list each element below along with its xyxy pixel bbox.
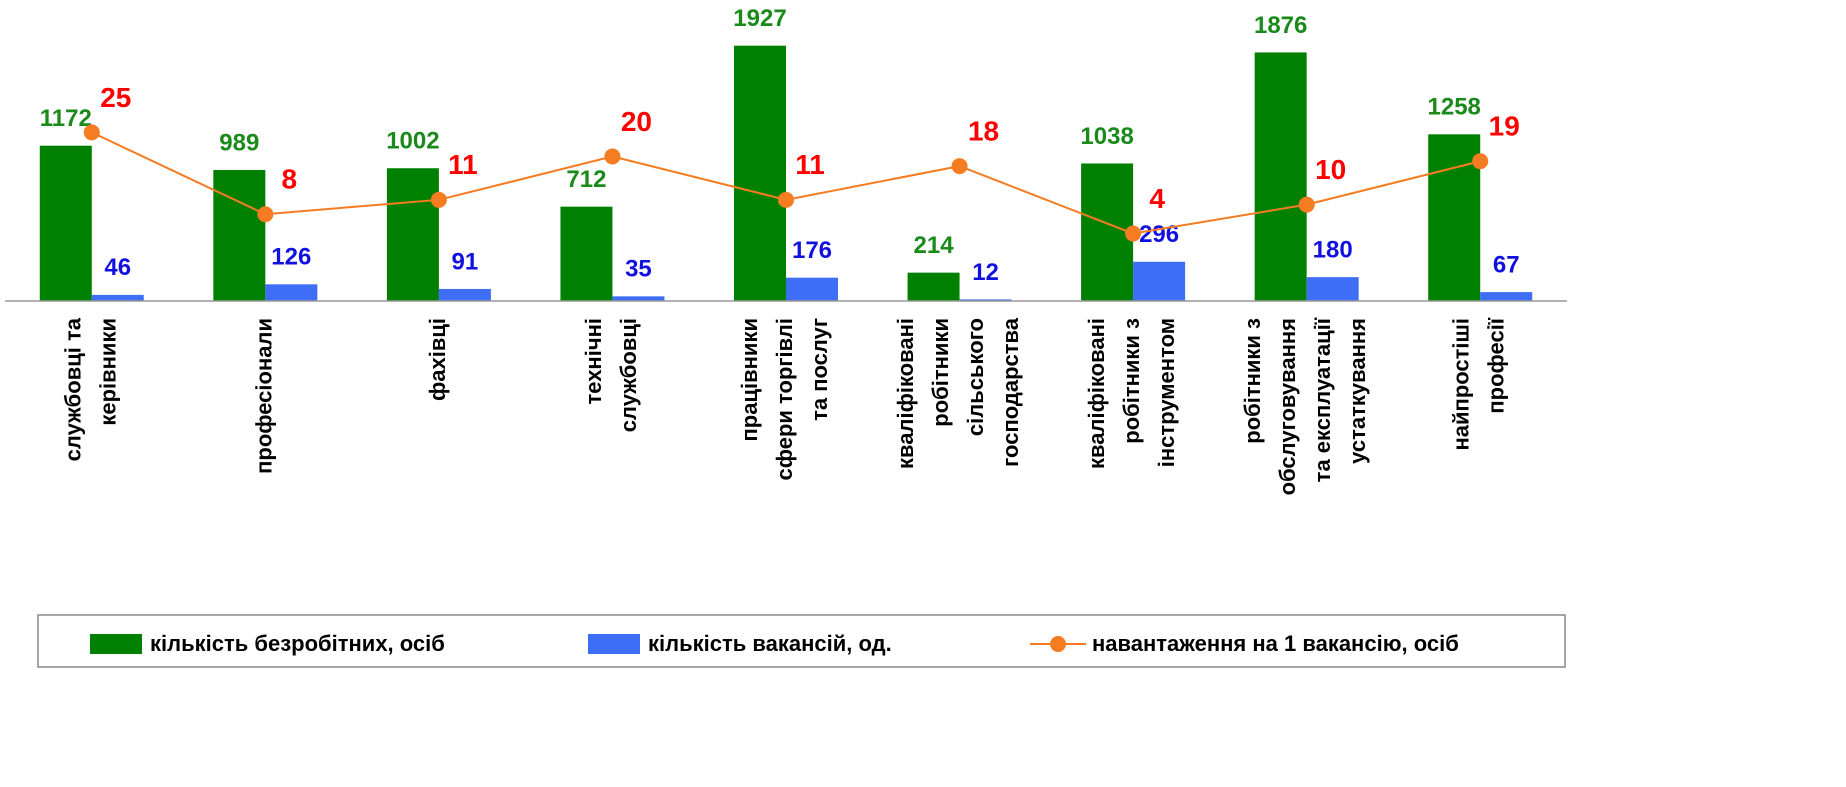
x-tick-label: технічні службовці	[581, 318, 641, 432]
value-label: 10	[1315, 154, 1346, 185]
value-label: 176	[792, 237, 832, 264]
value-label: 1038	[1080, 123, 1133, 150]
line-point	[778, 191, 794, 208]
bar	[39, 145, 92, 301]
bar	[612, 296, 665, 301]
bar	[1133, 261, 1186, 301]
bar	[438, 288, 491, 301]
value-label: 126	[271, 244, 311, 271]
value-label: 4	[1149, 183, 1165, 214]
value-label: 296	[1139, 221, 1179, 248]
line-point	[83, 124, 100, 141]
x-tick-label: кваліфіковані робітники з інструментом	[1084, 318, 1179, 469]
legend-label: кількість безробітних, осіб	[150, 631, 445, 656]
bar	[91, 294, 144, 301]
line-point	[1298, 196, 1315, 213]
value-label: 19	[1489, 111, 1520, 142]
bar	[907, 272, 960, 301]
line-point	[1472, 153, 1489, 170]
bar	[1480, 292, 1533, 301]
value-label: 20	[621, 106, 652, 137]
bar	[386, 168, 439, 301]
x-tick-label: робітники з обслуговування та експлуатації…	[1240, 317, 1370, 495]
value-label: 25	[100, 82, 131, 113]
x-tick-label: кваліфіковані робітники сільського господар…	[893, 317, 1023, 469]
x-tick-label: фахівці	[425, 318, 450, 401]
bar	[1306, 277, 1359, 301]
legend-label: навантаження на 1 вакансію, осіб	[1092, 631, 1459, 656]
x-tick-label: найпростіші професії	[1449, 317, 1509, 450]
x-tick-label: службовці та керівники	[60, 317, 120, 461]
bar	[959, 299, 1012, 301]
bar	[213, 169, 266, 301]
bar	[786, 277, 838, 301]
bar	[265, 284, 318, 301]
value-label: 180	[1313, 236, 1353, 263]
line-point	[604, 148, 621, 165]
value-label: 8	[282, 164, 298, 195]
value-label: 1002	[386, 128, 439, 155]
value-label: 18	[968, 115, 999, 146]
line-point	[257, 206, 274, 223]
value-label: 91	[452, 248, 479, 275]
value-label: 12	[972, 259, 999, 286]
x-tick-label: працівники сфери торгівлі та послуг	[737, 318, 832, 480]
line-point	[951, 158, 968, 175]
value-label: 989	[219, 129, 259, 156]
value-label: 11	[795, 149, 825, 180]
value-label: 11	[448, 149, 478, 180]
value-label: 214	[914, 232, 955, 259]
legend-swatch	[1050, 636, 1066, 652]
legend-swatch	[90, 634, 142, 654]
value-label: 1876	[1254, 12, 1307, 39]
bar	[734, 45, 786, 301]
value-label: 1258	[1428, 94, 1481, 121]
legend-swatch	[588, 634, 640, 654]
value-label: 1172	[40, 105, 92, 132]
value-label: 712	[566, 166, 606, 193]
bar	[560, 206, 613, 301]
value-label: 46	[104, 254, 131, 281]
value-label: 67	[1493, 251, 1520, 278]
legend-box	[37, 614, 1566, 668]
line-point	[1125, 225, 1142, 242]
value-label: 35	[625, 256, 652, 283]
bar	[1081, 163, 1134, 301]
value-label: 1927	[733, 5, 786, 32]
line-point	[430, 191, 447, 208]
x-tick-label: професіонали	[251, 318, 276, 474]
bar	[1254, 52, 1307, 302]
bar	[1428, 134, 1481, 301]
legend-label: кількість вакансій, од.	[648, 631, 892, 656]
